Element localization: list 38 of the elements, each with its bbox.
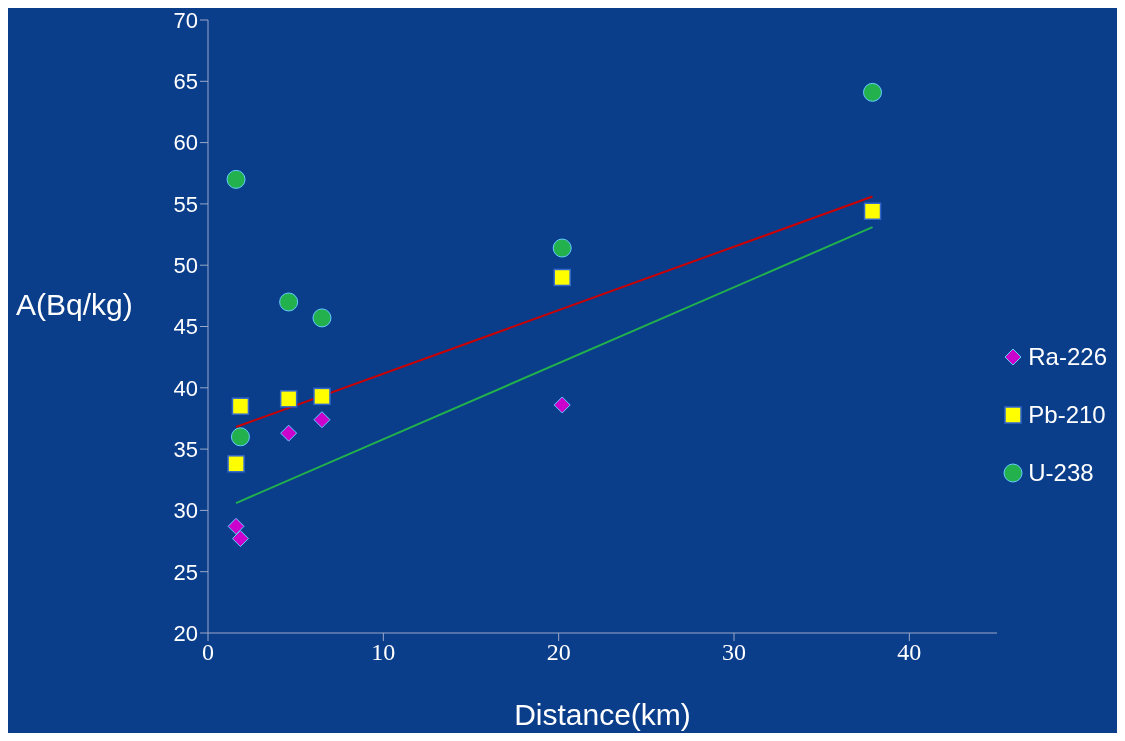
point (226, 169, 246, 189)
point (312, 308, 332, 328)
legend-label: Pb-210 (1028, 401, 1106, 429)
y-tick-label: 25 (173, 559, 198, 585)
x-tick-label: 0 (202, 639, 214, 666)
point (227, 517, 245, 535)
y-tick-label: 20 (173, 620, 198, 646)
point (553, 396, 571, 414)
x-tick-label: 20 (546, 639, 571, 666)
point (279, 292, 299, 312)
y-axis-title: A(Bq/kg) (16, 288, 133, 322)
y-tick-label: 35 (173, 436, 198, 462)
x-axis-title: Distance(km) (514, 698, 691, 731)
y-tick-label: 45 (173, 314, 198, 340)
y-tick-label: 70 (173, 7, 198, 33)
point (553, 268, 571, 287)
point (280, 424, 298, 442)
legend-label: U-238 (1028, 459, 1094, 487)
point (231, 530, 249, 548)
legend-label: Ra-226 (1028, 343, 1107, 371)
x-tick-label: 30 (722, 639, 746, 666)
point (230, 427, 250, 447)
x-tick-label: 40 (897, 639, 922, 666)
point (227, 455, 245, 473)
y-tick-label: 30 (173, 498, 198, 524)
y-tick-label: 50 (173, 253, 198, 279)
point (863, 82, 883, 102)
y-tick-label: 40 (173, 375, 198, 401)
point (313, 411, 331, 429)
point (279, 390, 298, 408)
point (313, 387, 331, 406)
y-tick-label: 65 (173, 69, 198, 95)
point (863, 202, 882, 221)
x-tick-label: 10 (371, 639, 396, 666)
y-tick-label: 60 (173, 130, 198, 156)
point (231, 397, 250, 415)
point (552, 238, 572, 258)
y-tick-label: 55 (173, 191, 198, 217)
